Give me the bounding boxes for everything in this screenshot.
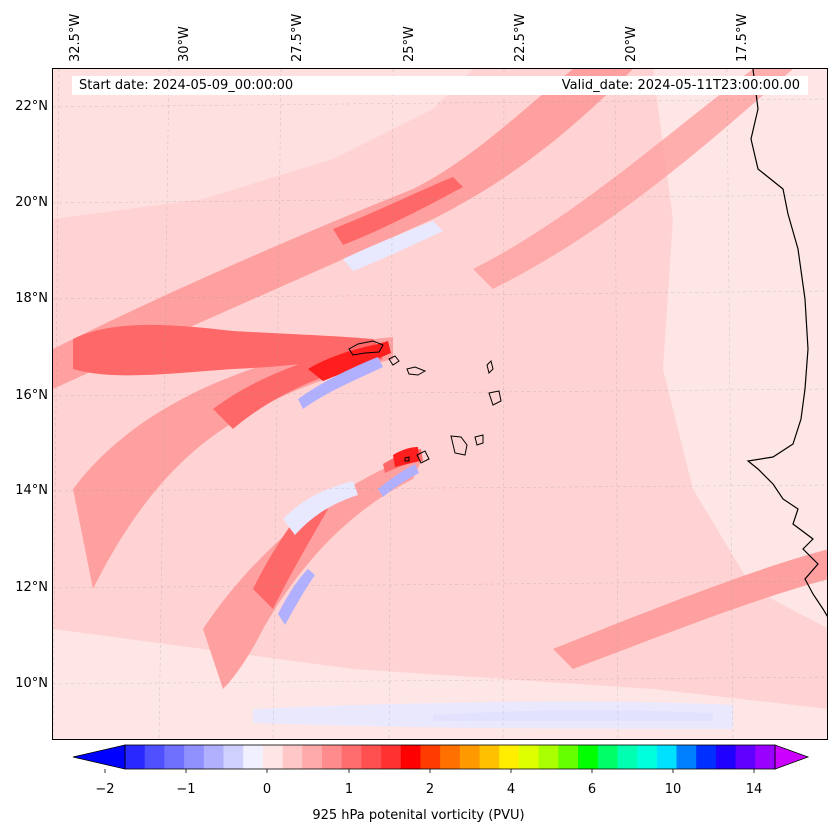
colorbar-swatch: [243, 745, 264, 769]
lon-label-17-5w: 17.5°W: [735, 13, 750, 62]
island-boa-vista: [488, 390, 502, 406]
island-brava: [404, 456, 410, 462]
pv-light-pink-east: [653, 69, 827, 628]
island-santo-antao: [348, 340, 384, 356]
cbar-tick-10: 10: [664, 782, 682, 797]
colorbar-swatch: [164, 745, 185, 769]
colorbar: [72, 744, 810, 773]
colorbar-swatch: [676, 745, 697, 769]
pv-blue-wake-south: [378, 464, 419, 497]
colorbar-swatch: [361, 745, 382, 769]
cbar-tick-1: 1: [344, 782, 354, 797]
colorbar-swatch: [459, 745, 481, 769]
colorbar-swatch: [282, 745, 303, 769]
colorbar-extend-high: [774, 744, 810, 770]
pv-core-capeverde-north: [308, 341, 391, 381]
pv-lightblue-strip-south: [253, 701, 733, 729]
lat-label-10n: 10°N: [15, 676, 48, 691]
island-maio: [474, 434, 484, 446]
pv-field: [53, 69, 827, 739]
pv-core-capeverde-south: [393, 447, 419, 467]
colorbar-extend-low: [72, 744, 126, 770]
lat-label-20n: 20°N: [15, 195, 48, 210]
lat-label-22n: 22°N: [15, 99, 48, 114]
colorbar-swatch: [420, 745, 441, 769]
colorbar-swatch: [302, 745, 323, 769]
pv-lightblue-patch-mid: [283, 481, 358, 535]
pv-streak-north: [333, 177, 463, 245]
colorbar-swatch: [321, 745, 343, 769]
colorbar-swatch: [381, 745, 402, 769]
pv-light-pink-north: [53, 69, 473, 219]
colorbar-swatch: [499, 745, 520, 769]
colorbar-swatch: [518, 745, 540, 769]
lat-label-18n: 18°N: [15, 291, 48, 306]
pv-blue-wake-lower: [278, 569, 315, 625]
cbar-tick-0: 0: [262, 782, 272, 797]
cbar-tick-2: 2: [425, 782, 435, 797]
colorbar-swatch: [341, 745, 362, 769]
island-sal: [486, 360, 494, 374]
colorbar-swatch: [617, 745, 638, 769]
lon-label-22-5w: 22.5°W: [513, 13, 528, 62]
start-date: Start date: 2024-05-09_00:00:00: [79, 78, 294, 93]
colorbar-swatch: [400, 745, 421, 769]
colorbar-swatch: [538, 745, 559, 769]
pv-lightblue-patch-north: [343, 221, 443, 271]
colorbar-swatch: [715, 745, 737, 769]
lat-label-16n: 16°N: [15, 388, 48, 403]
island-sao-vicente: [388, 355, 400, 366]
island-fogo: [416, 450, 430, 464]
colorbar-swatch: [656, 745, 678, 769]
colorbar-title: 925 hPa potenital vorticity (PVU): [312, 808, 525, 823]
pv-map[interactable]: [52, 68, 828, 740]
colorbar-swatch: [144, 745, 165, 769]
graticule: [53, 69, 827, 739]
colorbar-swatch: [479, 745, 500, 769]
colorbar-swatch: [262, 745, 284, 769]
colorbar-swatch: [440, 745, 461, 769]
pv-blue-wake-north: [298, 357, 383, 409]
lon-label-20w: 20°W: [624, 26, 639, 62]
lat-label-14n: 14°N: [15, 483, 48, 498]
date-banner: Start date: 2024-05-09_00:00:00 Valid_da…: [72, 76, 808, 95]
colorbar-swatch: [184, 745, 205, 769]
lon-label-27-5w: 27.5°W: [290, 13, 305, 62]
colorbar-swatch: [558, 745, 579, 769]
cbar-tick-4: 4: [506, 782, 516, 797]
africa-coastline: [746, 69, 827, 617]
colorbar-outline: [124, 744, 776, 770]
colorbar-swatch: [755, 745, 776, 769]
lon-label-25w: 25°W: [402, 26, 417, 62]
island-santiago: [450, 435, 468, 456]
colorbar-swatch: [597, 745, 618, 769]
lat-label-12n: 12°N: [15, 580, 48, 595]
island-sao-nicolau: [406, 366, 427, 376]
valid-date: Valid_date: 2024-05-11T23:00:00.00: [561, 78, 800, 93]
cbar-tick-14: 14: [745, 782, 763, 797]
lon-label-30w: 30°W: [177, 26, 192, 62]
colorbar-swatch: [125, 745, 146, 769]
cbar-tick-minus1: −1: [176, 782, 196, 797]
lon-label-32-5w: 32.5°W: [68, 13, 83, 62]
colorbar-swatch: [637, 745, 658, 769]
colorbar-swatch: [203, 745, 224, 769]
pv-streak-lower: [253, 499, 328, 609]
colorbar-swatch: [696, 745, 717, 769]
colorbar-swatch: [223, 745, 244, 769]
pv-band-northeast: [473, 69, 793, 289]
colorbar-swatch: [735, 745, 756, 769]
pv-band-lower: [203, 457, 423, 689]
cbar-tick-minus2: −2: [95, 782, 115, 797]
colorbar-swatch: [578, 745, 599, 769]
pv-band-southeast: [553, 549, 827, 669]
cbar-tick-6: 6: [587, 782, 597, 797]
